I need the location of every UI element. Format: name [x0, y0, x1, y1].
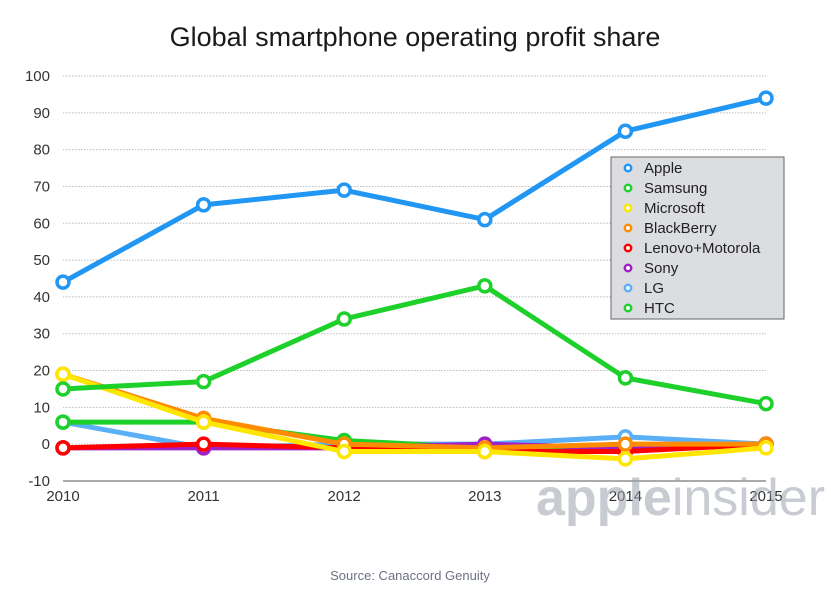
series-line	[60, 371, 769, 462]
legend: Apple Samsung Microsoft BlackBerry Lenovo+Mo…	[610, 156, 785, 320]
legend-marker-icon	[623, 163, 633, 173]
y-tick-label: 50	[33, 252, 50, 269]
legend-label: LG	[644, 280, 664, 297]
series-group	[55, 90, 774, 467]
source-note: Source: Canaccord Genuity	[330, 568, 490, 583]
legend-label: BlackBerry	[644, 220, 717, 237]
data-point	[617, 451, 634, 467]
data-point	[55, 440, 71, 456]
y-tick-label: 20	[33, 363, 50, 380]
data-point	[336, 182, 352, 198]
data-point	[758, 440, 774, 456]
x-tick-label: 2012	[328, 488, 361, 505]
y-tick-label: 0	[42, 436, 50, 453]
legend-marker-icon	[623, 263, 633, 273]
y-tick-label: 80	[33, 142, 50, 159]
legend-marker-icon	[623, 243, 633, 253]
y-tick-label: 60	[33, 215, 50, 232]
legend-label: Lenovo+Motorola	[644, 240, 761, 257]
legend-label: HTC	[644, 300, 675, 317]
data-point	[477, 443, 493, 460]
y-tick-label: 100	[25, 68, 50, 85]
data-point	[195, 414, 212, 430]
watermark: appleinsider	[536, 469, 825, 527]
legend-item: LG	[623, 280, 664, 297]
data-point	[617, 370, 634, 386]
legend-item: Lenovo+Motorola	[623, 240, 761, 257]
legend-item: HTC	[623, 300, 675, 317]
data-point	[55, 366, 71, 382]
data-point	[195, 436, 212, 452]
data-point	[55, 274, 71, 290]
legend-item: Sony	[623, 260, 679, 277]
legend-label: Microsoft	[644, 200, 706, 217]
watermark-light: insider	[672, 469, 825, 527]
data-point	[55, 414, 71, 430]
series-apple	[55, 90, 774, 290]
data-point	[617, 123, 634, 139]
x-tick-label: 2015	[749, 488, 782, 505]
series-microsoft	[55, 366, 774, 467]
legend-item: Microsoft	[623, 200, 706, 217]
y-tick-label: 40	[33, 289, 50, 306]
y-tick-label: 30	[33, 326, 50, 343]
x-tick-label: 2014	[609, 488, 642, 505]
legend-marker-icon	[623, 203, 633, 213]
legend-box	[610, 156, 785, 320]
legend-marker-icon	[623, 183, 633, 193]
series-samsung	[55, 278, 774, 412]
y-tick-label: -10	[28, 473, 50, 490]
chart-title: Global smartphone operating profit share	[170, 22, 661, 52]
legend-label: Apple	[644, 160, 682, 177]
data-point	[336, 311, 352, 327]
x-tick-label: 2010	[46, 488, 79, 505]
watermark-bold: apple	[536, 469, 672, 527]
y-tick-label: 90	[33, 105, 50, 122]
data-point	[195, 197, 212, 213]
legend-marker-icon	[623, 303, 633, 313]
data-point	[477, 211, 493, 228]
data-point	[758, 395, 774, 412]
legend-label: Sony	[644, 260, 679, 277]
data-point	[617, 436, 634, 452]
y-tick-label: 10	[33, 399, 50, 416]
legend-item: Samsung	[623, 180, 707, 197]
x-axis-ticks: 2010 2011 2012 2013 2014 2015	[46, 488, 782, 505]
data-point	[758, 90, 774, 106]
x-tick-label: 2011	[187, 488, 219, 505]
x-tick-label: 2013	[468, 488, 501, 505]
data-point	[477, 278, 493, 294]
data-point	[336, 443, 352, 460]
data-point	[55, 381, 71, 397]
legend-label: Samsung	[644, 180, 707, 197]
data-point	[195, 373, 212, 390]
legend-marker-icon	[623, 283, 633, 293]
series-line	[60, 95, 769, 285]
legend-item: BlackBerry	[623, 220, 717, 237]
series-line	[60, 371, 769, 451]
series-line	[60, 283, 769, 407]
y-tick-label: 70	[33, 178, 50, 195]
legend-marker-icon	[623, 223, 633, 233]
legend-item: Apple	[623, 160, 682, 177]
